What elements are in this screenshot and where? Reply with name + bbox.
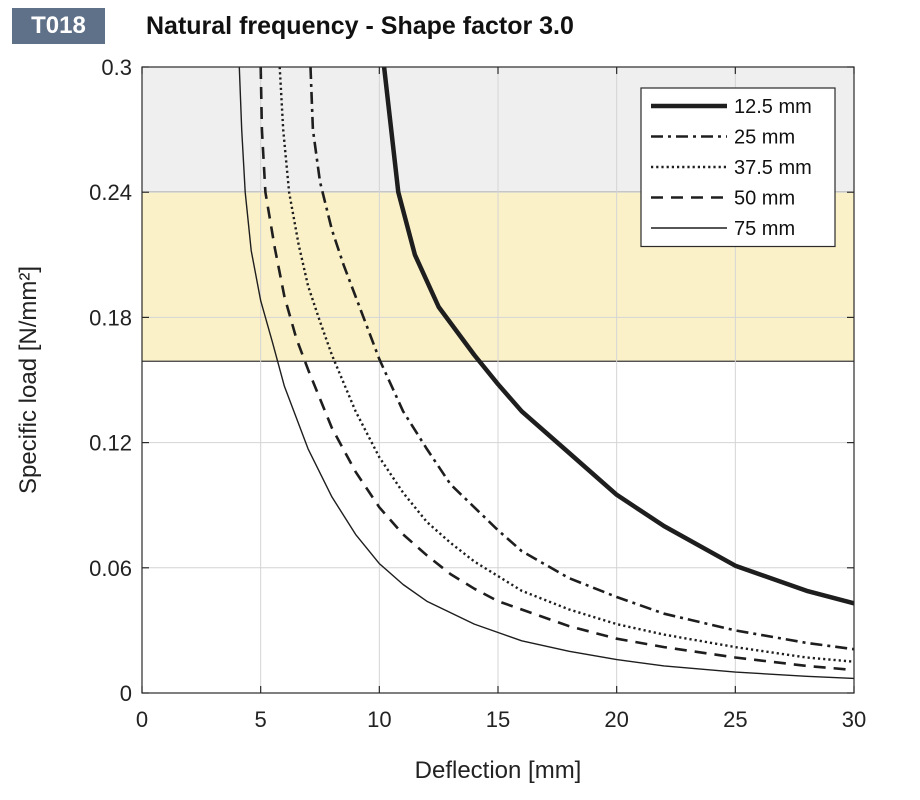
series-line-12-5-mm <box>381 67 854 606</box>
series-line-75-mm <box>238 67 854 680</box>
tick-labels: 0 5 10 15 20 25 30 0 0.06 0.12 0.18 0.24 0.3 <box>89 55 866 732</box>
y-tick-label: 0.12 <box>89 431 132 456</box>
x-axis-label: Deflection [mm] <box>415 757 582 784</box>
legend: 12.5 mm 25 mm 37.5 mm 50 mm 75 mm <box>640 87 836 248</box>
y-tick-label: 0.3 <box>101 55 132 80</box>
x-tick-label: 0 <box>136 707 148 732</box>
chart-title: Natural frequency - Shape factor 3.0 <box>146 12 574 40</box>
y-axis-label: Specific load [N/mm²] <box>15 266 42 494</box>
x-tick-label: 15 <box>486 707 510 732</box>
y-tick-label: 0.18 <box>89 305 132 330</box>
x-tick-label: 30 <box>842 707 866 732</box>
series-line-50-mm <box>259 67 854 672</box>
axis-ticks <box>141 66 855 694</box>
legend-label: 12.5 mm <box>734 96 812 118</box>
x-tick-label: 20 <box>604 707 628 732</box>
x-tick-label: 25 <box>723 707 747 732</box>
legend-label: 75 mm <box>734 218 795 240</box>
legend-label: 25 mm <box>734 127 795 149</box>
series-line-25-mm <box>309 67 854 651</box>
y-tick-label: 0 <box>120 681 132 706</box>
figure-id-badge: T018 <box>12 8 105 44</box>
legend-label: 50 mm <box>734 188 795 210</box>
series-line-37-5-mm <box>278 67 854 663</box>
y-tick-label: 0.06 <box>89 556 132 581</box>
series-lines <box>238 67 854 680</box>
y-tick-label: 0.24 <box>89 180 132 205</box>
legend-label: 37.5 mm <box>734 157 812 179</box>
x-tick-label: 5 <box>255 707 267 732</box>
x-tick-label: 10 <box>367 707 391 732</box>
